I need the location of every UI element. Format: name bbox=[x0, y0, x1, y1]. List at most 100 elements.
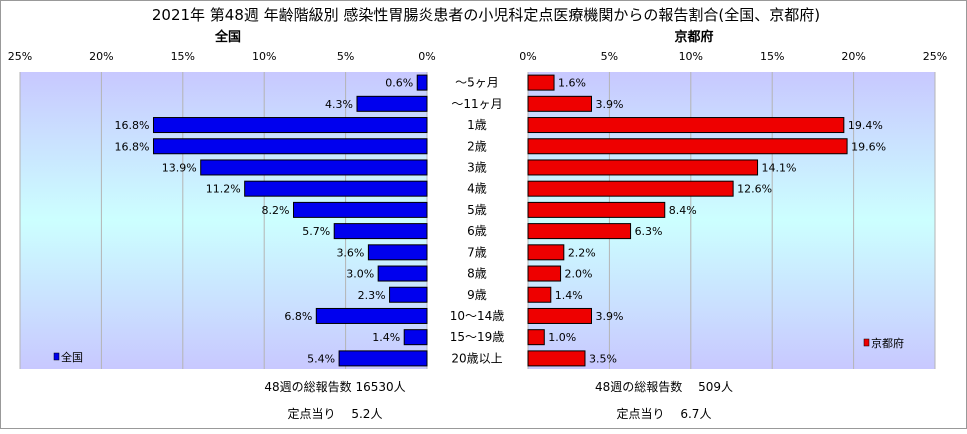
left-tick-label: 5% bbox=[337, 50, 354, 63]
legend-swatch-national bbox=[53, 352, 60, 361]
data-label-national: 1.4% bbox=[372, 331, 400, 344]
bar-kyoto bbox=[527, 138, 848, 155]
category-label: 6歳 bbox=[467, 224, 487, 238]
bar-kyoto bbox=[527, 95, 592, 112]
category-label: 8歳 bbox=[467, 267, 487, 281]
legend-label-national: 全国 bbox=[61, 350, 83, 364]
data-label-national: 16.8% bbox=[115, 140, 150, 153]
right-tick-label: 25% bbox=[923, 50, 947, 63]
right-tick-label: 15% bbox=[760, 50, 784, 63]
bar-national bbox=[338, 350, 428, 367]
bar-national bbox=[377, 265, 428, 282]
bar-kyoto bbox=[527, 117, 845, 134]
bar-national bbox=[315, 307, 428, 324]
category-label: 5歳 bbox=[467, 203, 487, 217]
category-label: 15～19歳 bbox=[450, 330, 505, 344]
left-plot-area bbox=[20, 72, 427, 369]
bar-kyoto bbox=[527, 74, 555, 91]
category-label: 10～14歳 bbox=[450, 309, 505, 323]
chart-title: 2021年 第48週 年齢階級別 感染性胃腸炎患者の小児科定点医療機関からの報告… bbox=[152, 6, 820, 24]
data-label-kyoto: 1.0% bbox=[548, 331, 576, 344]
data-label-national: 3.6% bbox=[336, 246, 364, 259]
legend-swatch-kyoto bbox=[863, 338, 870, 347]
left-panel-title: 全国 bbox=[214, 29, 241, 45]
bar-kyoto bbox=[527, 159, 759, 176]
bar-national bbox=[152, 117, 428, 134]
bar-national bbox=[200, 159, 428, 176]
data-label-kyoto: 19.4% bbox=[848, 119, 883, 132]
right-per-site: 定点当り 6.7人 bbox=[617, 406, 712, 421]
data-label-national: 4.3% bbox=[325, 98, 353, 111]
right-tick-label: 10% bbox=[679, 50, 703, 63]
right-tick-label: 0% bbox=[519, 50, 536, 63]
category-label: 2歳 bbox=[467, 139, 487, 153]
legend-right: 京都府 bbox=[863, 336, 904, 350]
data-label-kyoto: 6.3% bbox=[635, 225, 663, 238]
left-total-reports: 48週の総報告数 16530人 bbox=[264, 379, 405, 394]
data-label-national: 0.6% bbox=[385, 77, 413, 90]
data-label-kyoto: 3.9% bbox=[595, 98, 623, 111]
bar-national bbox=[244, 180, 428, 197]
legend-left: 全国 bbox=[53, 350, 83, 364]
right-tick-label: 20% bbox=[841, 50, 865, 63]
bar-kyoto bbox=[527, 244, 565, 261]
bar-national bbox=[356, 95, 428, 112]
data-label-national: 3.0% bbox=[346, 268, 374, 281]
bar-national bbox=[389, 286, 428, 303]
data-label-national: 16.8% bbox=[115, 119, 150, 132]
right-tick-label: 5% bbox=[601, 50, 618, 63]
bar-kyoto bbox=[527, 286, 552, 303]
data-label-kyoto: 1.4% bbox=[555, 289, 583, 302]
data-label-kyoto: 3.9% bbox=[595, 310, 623, 323]
data-label-kyoto: 3.5% bbox=[589, 352, 617, 365]
right-panel-title: 京都府 bbox=[674, 29, 713, 45]
bar-kyoto bbox=[527, 201, 666, 218]
legend-label-kyoto: 京都府 bbox=[871, 336, 904, 350]
left-tick-label: 15% bbox=[171, 50, 195, 63]
category-label: 9歳 bbox=[467, 288, 487, 302]
bar-kyoto bbox=[527, 180, 734, 197]
bar-kyoto bbox=[527, 307, 592, 324]
category-label: 4歳 bbox=[467, 182, 487, 196]
left-tick-label: 10% bbox=[252, 50, 276, 63]
data-label-kyoto: 2.0% bbox=[565, 268, 593, 281]
bar-kyoto bbox=[527, 350, 586, 367]
bar-national bbox=[293, 201, 428, 218]
bar-national bbox=[152, 138, 428, 155]
data-label-national: 6.8% bbox=[284, 310, 312, 323]
left-per-site: 定点当り 5.2人 bbox=[288, 406, 383, 421]
right-total-reports: 48週の総報告数 509人 bbox=[595, 379, 733, 394]
data-label-kyoto: 12.6% bbox=[737, 183, 772, 196]
tick-labels: 25% 20% 15% 10% 5% 0% 0% 5% 10% 15% 20% 25% bbox=[8, 50, 947, 63]
data-label-national: 5.7% bbox=[302, 225, 330, 238]
category-label: ～5ヶ月 bbox=[455, 76, 499, 90]
data-label-national: 5.4% bbox=[307, 352, 335, 365]
data-label-kyoto: 19.6% bbox=[851, 140, 886, 153]
category-label: 3歳 bbox=[467, 160, 487, 174]
data-label-kyoto: 14.1% bbox=[762, 161, 797, 174]
data-label-kyoto: 2.2% bbox=[568, 246, 596, 259]
data-labels: 0.6% 1.6% 4.3% 3.9% 16.8% 19.4% 16.8% 19.6% 13.9… bbox=[115, 77, 886, 366]
bar-national bbox=[403, 329, 428, 346]
left-tick-label: 25% bbox=[8, 50, 32, 63]
category-label: ～11ヶ月 bbox=[451, 97, 502, 111]
left-tick-label: 0% bbox=[418, 50, 435, 63]
data-label-national: 8.2% bbox=[262, 204, 290, 217]
data-label-national: 13.9% bbox=[162, 161, 197, 174]
bars bbox=[152, 74, 848, 367]
category-labels: ～5ヶ月 ～11ヶ月 1歳 2歳 3歳 4歳 5歳 6歳 7歳 8歳 9歳 10～14歳 15～19歳 2… bbox=[450, 76, 505, 366]
data-label-national: 11.2% bbox=[206, 183, 241, 196]
bar-national bbox=[416, 74, 428, 91]
data-label-kyoto: 1.6% bbox=[558, 77, 586, 90]
data-label-kyoto: 8.4% bbox=[669, 204, 697, 217]
bar-kyoto bbox=[527, 265, 562, 282]
category-label: 7歳 bbox=[467, 245, 487, 259]
category-label: 20歳以上 bbox=[451, 351, 502, 365]
category-label: 1歳 bbox=[467, 118, 487, 132]
left-tick-label: 20% bbox=[89, 50, 113, 63]
bar-kyoto bbox=[527, 223, 632, 240]
bar-kyoto bbox=[527, 329, 545, 346]
data-label-national: 2.3% bbox=[358, 289, 386, 302]
